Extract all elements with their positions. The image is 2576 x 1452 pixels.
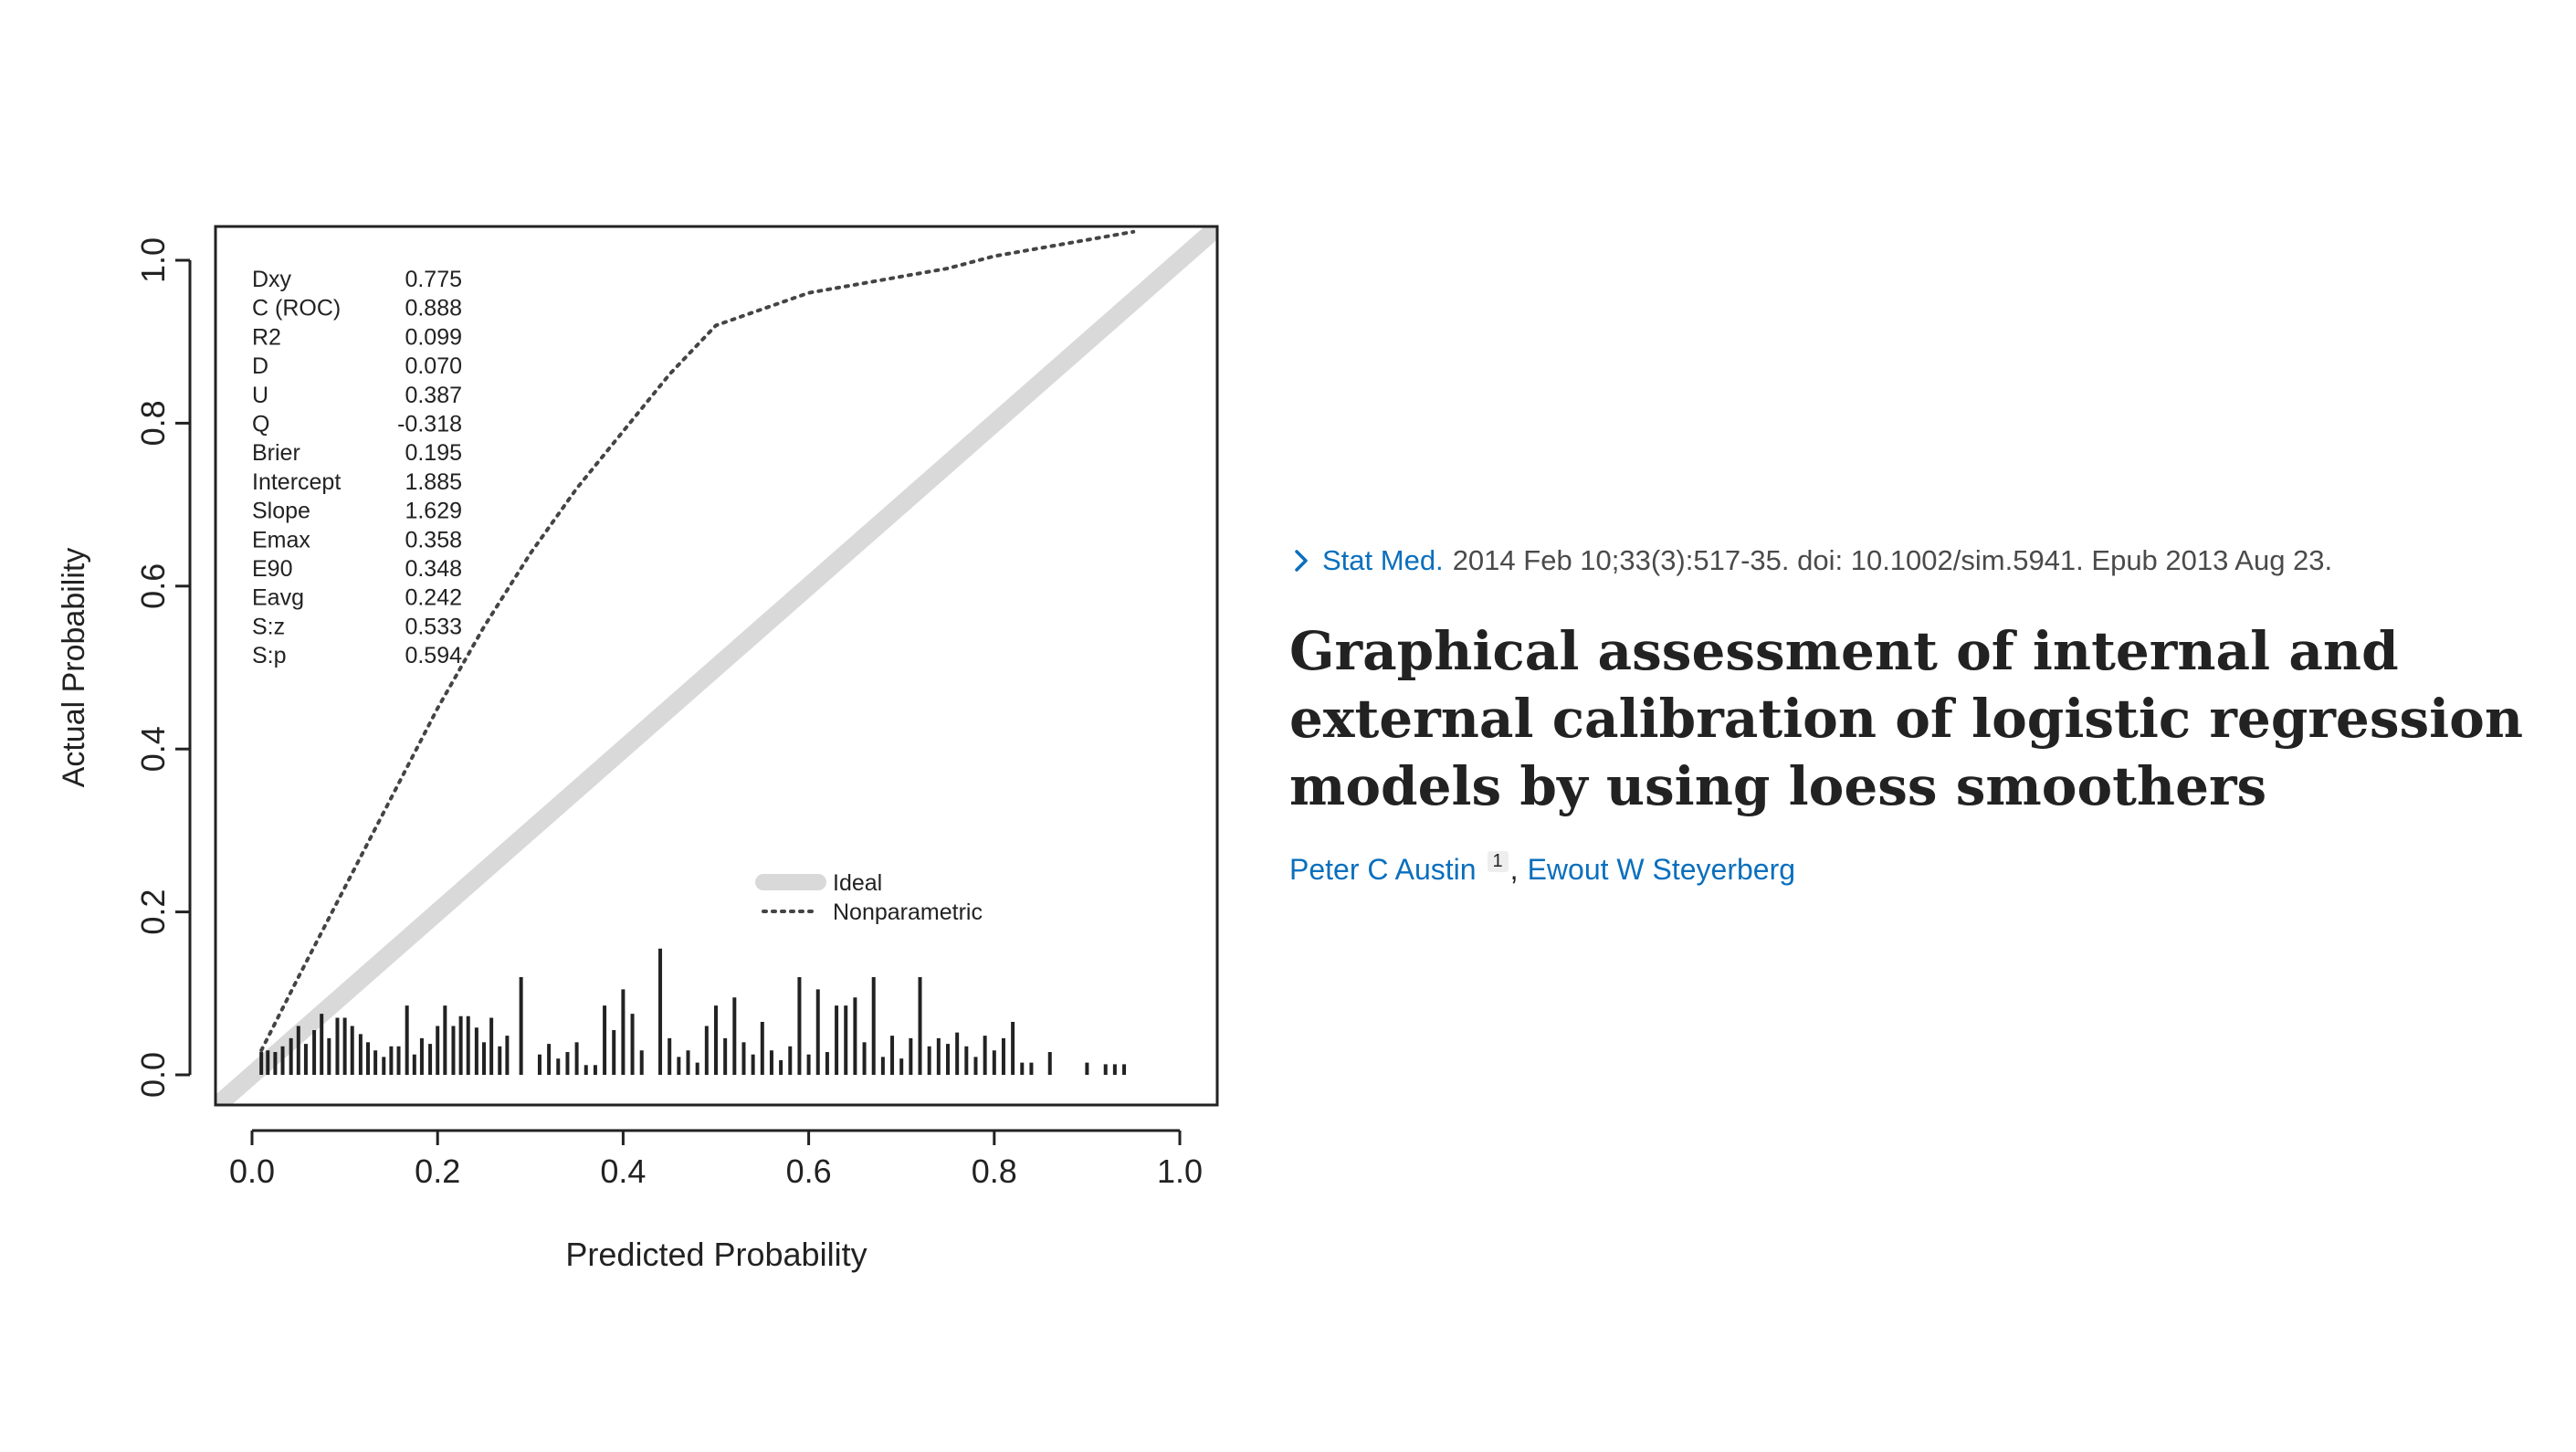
stat-label: S:z	[252, 614, 285, 639]
x-tick-label: 0.6	[786, 1152, 832, 1190]
stat-label: Dxy	[252, 267, 292, 292]
stat-value: 0.533	[405, 614, 462, 639]
x-axis-label: Predicted Probability	[565, 1236, 867, 1273]
calibration-plot: 0.0 0.2 0.4 0.6 0.8 1.0 0.0 0.2 0.4 0.6 0.8 1.0 Dx…	[0, 0, 1260, 1352]
paper-title: Graphical assessment of internal and ext…	[1289, 620, 2524, 817]
author-list: Peter C Austin 1 , Ewout W Steyerberg	[1289, 851, 2550, 887]
stat-value: 1.629	[405, 499, 462, 524]
y-tick-label: 0.4	[134, 726, 172, 772]
nonparametric-curve	[259, 229, 1136, 1053]
y-tick-label: 0.8	[134, 400, 172, 446]
stat-label: Intercept	[252, 469, 341, 495]
x-tick-label: 0.4	[600, 1152, 646, 1190]
stat-label: Eavg	[252, 585, 304, 611]
x-axis: 0.0 0.2 0.4 0.6 0.8 1.0	[229, 1129, 1203, 1190]
author-separator: ,	[1509, 853, 1519, 886]
legend-ideal-label: Ideal	[833, 870, 882, 896]
stats-table: Dxy 0.775 C (ROC) 0.888 R2 0.099 D 0.070 U 0.387 Q…	[252, 267, 462, 668]
stat-value: 0.358	[405, 527, 462, 552]
plot-frame	[214, 225, 1219, 1107]
affiliation-badge[interactable]: 1	[1487, 851, 1509, 872]
legend-nonparametric-label: Nonparametric	[833, 900, 983, 925]
stat-value: 0.775	[405, 267, 462, 292]
y-tick-label: 0.6	[134, 563, 172, 609]
x-tick-label: 0.2	[415, 1152, 460, 1190]
legend: Ideal Nonparametric	[755, 870, 983, 925]
chevron-right-icon[interactable]	[1289, 547, 1315, 574]
stat-value: 0.070	[405, 353, 462, 379]
stat-value: -0.318	[397, 412, 462, 437]
author-link[interactable]: Ewout W Steyerberg	[1527, 853, 1796, 886]
stat-label: U	[252, 383, 268, 408]
stat-label: C (ROC)	[252, 296, 341, 321]
x-tick-label: 0.8	[972, 1152, 1017, 1190]
article-header: Stat Med. 2014 Feb 10;33(3):517-35. doi:…	[1289, 544, 2550, 887]
y-tick-label: 0.0	[134, 1052, 172, 1098]
stat-value: 1.885	[405, 469, 462, 495]
stat-label: R2	[252, 324, 281, 350]
stat-value: 0.387	[405, 383, 462, 408]
citation-details: 2014 Feb 10;33(3):517-35. doi: 10.1002/s…	[1452, 544, 2333, 576]
journal-link[interactable]: Stat Med.	[1322, 544, 1444, 576]
nonparametric-curve-layer	[259, 229, 1136, 1053]
stat-value: 0.888	[405, 296, 462, 321]
stat-label: D	[252, 353, 268, 379]
stat-label: Q	[252, 412, 269, 437]
y-axis: 0.0 0.2 0.4 0.6 0.8 1.0	[134, 237, 192, 1098]
author-link[interactable]: Peter C Austin	[1289, 853, 1477, 886]
citation-line: Stat Med. 2014 Feb 10;33(3):517-35. doi:…	[1289, 544, 2550, 577]
stat-label: E90	[252, 556, 292, 582]
x-tick-label: 0.0	[229, 1152, 275, 1190]
ideal-line-layer	[216, 226, 1217, 1105]
stat-label: Brier	[252, 440, 300, 466]
stat-value: 0.195	[405, 440, 462, 466]
y-axis-label: Actual Probability	[57, 548, 91, 788]
stat-value: 0.594	[405, 643, 462, 668]
x-tick-label: 1.0	[1157, 1152, 1203, 1190]
stat-label: S:p	[252, 643, 287, 668]
y-tick-label: 1.0	[134, 237, 172, 283]
stat-value: 0.242	[405, 585, 462, 611]
rug-layer	[259, 948, 1127, 1075]
ideal-line	[216, 226, 1217, 1105]
stat-label: Slope	[252, 499, 310, 524]
stat-label: Emax	[252, 527, 310, 552]
stat-value: 0.099	[405, 324, 462, 350]
y-tick-label: 0.2	[134, 889, 172, 935]
calibration-plot-svg: 0.0 0.2 0.4 0.6 0.8 1.0 0.0 0.2 0.4 0.6 0.8 1.0 Dx…	[57, 225, 1219, 1273]
stat-value: 0.348	[405, 556, 462, 582]
